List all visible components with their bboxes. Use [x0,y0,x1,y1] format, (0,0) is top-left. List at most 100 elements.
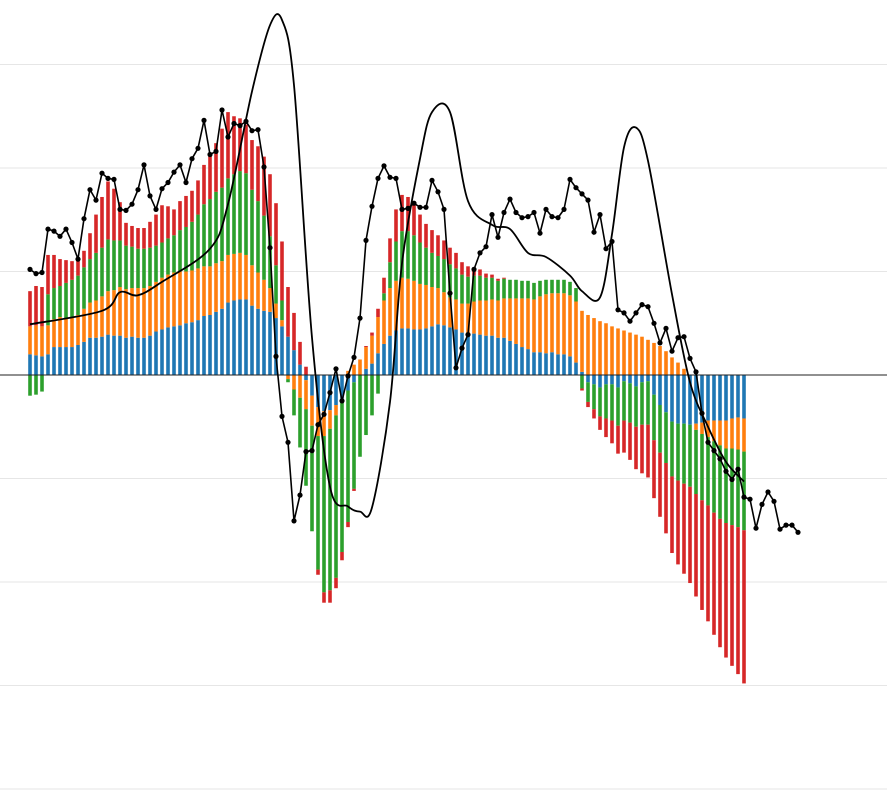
bar-s3-93 [586,382,590,402]
bar-s4-17 [130,225,134,247]
bar-s1-14 [112,335,116,375]
marker-point-44 [291,518,297,524]
bar-s4-19 [142,228,146,249]
bar-s1-107 [670,375,674,422]
bar-s1-87 [550,352,554,375]
bar-s2-114 [712,420,716,442]
marker-point-89 [561,206,567,212]
bar-s2-116 [724,420,728,449]
bar-s4-68 [436,235,440,256]
bar-s4-28 [196,180,200,215]
bar-s4-115 [718,518,722,648]
bar-s1-63 [406,328,410,375]
bar-s3-30 [208,199,212,267]
bar-s3-54 [352,382,356,489]
marker-point-65 [417,204,423,210]
bar-s1-10 [88,337,92,375]
bar-s3-14 [112,240,116,291]
bar-s3-22 [160,242,164,278]
bar-s1-30 [208,314,212,375]
marker-point-36 [243,118,249,124]
marker-point-85 [537,230,543,236]
bar-s4-65 [418,214,422,243]
bar-s4-62 [400,194,404,232]
bar-s2-98 [616,328,620,375]
bar-s2-93 [586,314,590,375]
bar-s1-74 [472,333,476,375]
bar-s2-21 [154,281,158,332]
bar-s1-31 [214,311,218,375]
bar-s2-86 [544,294,548,354]
bar-s3-116 [724,448,728,524]
bar-s2-22 [160,277,164,330]
bar-s2-63 [406,278,410,329]
bar-s3-85 [538,280,542,297]
bar-s3-97 [610,384,614,421]
bar-s3-24 [172,235,176,273]
bar-s3-5 [58,285,62,318]
bar-s1-23 [166,327,170,375]
marker-point-112 [699,410,705,416]
bar-s1-77 [490,335,494,375]
marker-point-12 [99,170,105,176]
bar-s1-1 [34,355,38,375]
bar-s2-59 [382,300,386,344]
bar-s1-90 [568,356,572,375]
bar-s3-107 [670,421,674,477]
bar-s2-101 [634,334,638,375]
bar-s2-46 [304,380,308,410]
bar-s4-38 [256,146,260,202]
marker-point-49 [321,411,327,417]
bar-s4-100 [628,422,632,460]
bar-s4-107 [670,476,674,554]
bar-s1-104 [652,375,656,395]
bar-s1-25 [178,325,182,375]
bar-s1-39 [262,310,266,375]
bar-s3-119 [742,451,746,531]
bar-s3-117 [730,448,734,526]
bar-s2-14 [112,290,116,336]
bar-s3-8 [76,275,80,315]
bar-s3-7 [70,279,74,318]
marker-point-106 [663,325,669,331]
marker-point-116 [723,468,729,474]
marker-point-128 [795,529,801,535]
bar-s4-114 [712,512,716,635]
bar-s3-52 [340,401,344,552]
bar-s2-31 [214,263,218,312]
marker-point-6 [63,226,69,232]
bar-s4-37 [250,140,254,190]
bar-s2-115 [718,420,722,446]
bar-s2-106 [664,351,668,375]
marker-point-5 [57,233,63,239]
bar-s4-58 [376,308,380,318]
marker-point-46 [303,449,309,455]
bar-s4-44 [292,312,296,351]
marker-point-53 [345,373,351,379]
bar-s3-62 [400,231,404,278]
bar-s2-91 [574,301,578,363]
bar-s3-74 [472,275,476,302]
bar-s4-33 [226,112,230,179]
bar-s2-89 [562,293,566,355]
marker-point-30 [207,151,213,158]
marker-point-95 [597,212,603,218]
bar-s4-67 [430,230,434,253]
bar-s4-20 [148,221,152,248]
bar-s4-70 [448,247,452,265]
bar-s3-64 [412,235,416,281]
bar-s4-12 [100,196,104,248]
bar-s3-26 [184,227,188,272]
bar-s1-29 [202,316,206,375]
marker-point-104 [651,320,657,326]
bar-s4-61 [394,209,398,242]
marker-point-3 [45,226,51,232]
bar-s3-23 [166,238,170,275]
bar-s2-99 [622,330,626,375]
bar-s1-113 [706,375,710,421]
marker-point-87 [549,214,555,220]
gridlines [0,64,887,790]
marker-point-126 [783,522,789,528]
bar-s1-59 [382,343,386,375]
bar-s3-55 [358,375,362,457]
